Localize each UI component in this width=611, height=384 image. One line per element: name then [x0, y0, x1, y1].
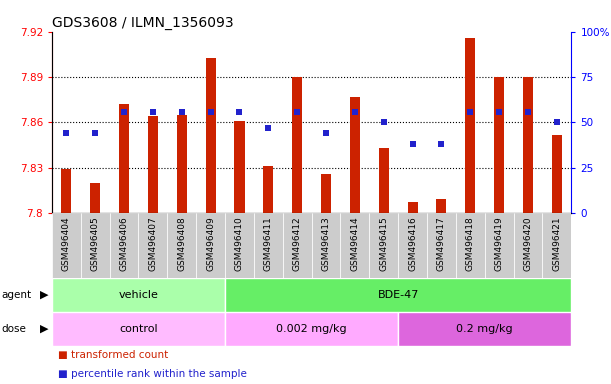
- Bar: [523, 78, 533, 213]
- Bar: [494, 78, 504, 213]
- Bar: [465, 38, 475, 213]
- Bar: [225, 213, 254, 278]
- Text: GSM496420: GSM496420: [524, 216, 533, 271]
- Text: GSM496413: GSM496413: [321, 216, 331, 271]
- Bar: [225, 312, 398, 346]
- Text: GSM496419: GSM496419: [495, 216, 503, 271]
- Bar: [514, 213, 543, 278]
- Bar: [205, 58, 216, 213]
- Bar: [139, 213, 167, 278]
- Bar: [369, 213, 398, 278]
- Bar: [292, 78, 302, 213]
- Text: vehicle: vehicle: [119, 290, 158, 300]
- Bar: [52, 312, 225, 346]
- Bar: [485, 213, 514, 278]
- Bar: [225, 278, 571, 312]
- Bar: [543, 213, 571, 278]
- Text: 0.002 mg/kg: 0.002 mg/kg: [276, 324, 347, 334]
- Bar: [90, 183, 100, 213]
- Text: GSM496421: GSM496421: [552, 216, 562, 271]
- Text: GSM496416: GSM496416: [408, 216, 417, 271]
- Bar: [196, 213, 225, 278]
- Bar: [408, 202, 418, 213]
- Text: BDE-47: BDE-47: [378, 290, 419, 300]
- Text: GDS3608 / ILMN_1356093: GDS3608 / ILMN_1356093: [52, 17, 233, 30]
- Bar: [119, 104, 129, 213]
- Text: dose: dose: [1, 324, 26, 334]
- Text: ▶: ▶: [40, 324, 49, 334]
- Text: GSM496404: GSM496404: [62, 216, 71, 271]
- Text: GSM496417: GSM496417: [437, 216, 446, 271]
- Bar: [283, 213, 312, 278]
- Text: GSM496405: GSM496405: [90, 216, 100, 271]
- Bar: [177, 115, 187, 213]
- Bar: [52, 213, 81, 278]
- Bar: [321, 174, 331, 213]
- Text: control: control: [119, 324, 158, 334]
- Bar: [235, 121, 244, 213]
- Bar: [61, 169, 71, 213]
- Text: GSM496410: GSM496410: [235, 216, 244, 271]
- Bar: [350, 97, 360, 213]
- Bar: [312, 213, 340, 278]
- Bar: [81, 213, 109, 278]
- Bar: [52, 278, 225, 312]
- Text: ■ transformed count: ■ transformed count: [58, 350, 168, 360]
- Bar: [379, 148, 389, 213]
- Text: ■ percentile rank within the sample: ■ percentile rank within the sample: [58, 369, 247, 379]
- Bar: [263, 166, 273, 213]
- Bar: [456, 213, 485, 278]
- Text: GSM496408: GSM496408: [177, 216, 186, 271]
- Bar: [552, 134, 562, 213]
- Bar: [436, 199, 447, 213]
- Text: GSM496409: GSM496409: [206, 216, 215, 271]
- Bar: [398, 312, 571, 346]
- Text: GSM496414: GSM496414: [350, 216, 359, 271]
- Text: GSM496415: GSM496415: [379, 216, 388, 271]
- Bar: [340, 213, 369, 278]
- Bar: [167, 213, 196, 278]
- Text: GSM496411: GSM496411: [264, 216, 273, 271]
- Bar: [148, 116, 158, 213]
- Bar: [109, 213, 139, 278]
- Text: 0.2 mg/kg: 0.2 mg/kg: [456, 324, 513, 334]
- Bar: [427, 213, 456, 278]
- Bar: [398, 213, 427, 278]
- Bar: [254, 213, 283, 278]
- Text: ▶: ▶: [40, 290, 49, 300]
- Text: GSM496407: GSM496407: [148, 216, 158, 271]
- Text: GSM496418: GSM496418: [466, 216, 475, 271]
- Text: GSM496406: GSM496406: [120, 216, 128, 271]
- Text: GSM496412: GSM496412: [293, 216, 302, 271]
- Text: agent: agent: [1, 290, 31, 300]
